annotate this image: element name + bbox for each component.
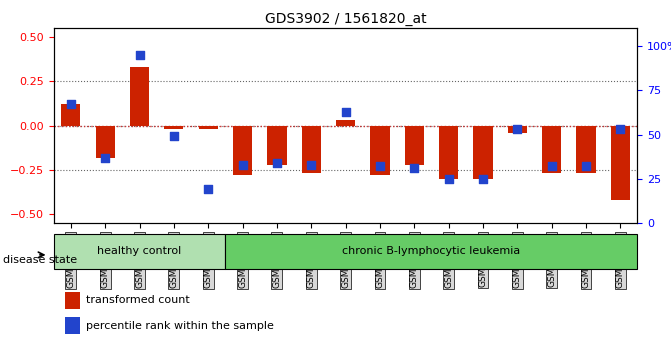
Point bbox=[203, 187, 213, 192]
Point bbox=[546, 164, 557, 169]
Bar bbox=[61, 104, 81, 126]
Bar bbox=[65, 317, 80, 334]
Point bbox=[272, 160, 282, 166]
Point bbox=[409, 165, 419, 171]
Point bbox=[615, 126, 625, 132]
Point bbox=[444, 176, 454, 182]
Bar bbox=[199, 126, 218, 129]
Bar bbox=[95, 126, 115, 158]
Point bbox=[237, 162, 248, 167]
Bar bbox=[473, 126, 493, 179]
Point bbox=[340, 109, 351, 114]
Point bbox=[478, 176, 488, 182]
Bar bbox=[508, 126, 527, 133]
Bar bbox=[439, 126, 458, 179]
Text: disease state: disease state bbox=[3, 255, 77, 265]
Title: GDS3902 / 1561820_at: GDS3902 / 1561820_at bbox=[265, 12, 426, 26]
Bar bbox=[576, 126, 596, 173]
Bar bbox=[611, 126, 630, 200]
Bar bbox=[301, 126, 321, 173]
Bar bbox=[267, 126, 287, 165]
Text: healthy control: healthy control bbox=[97, 246, 182, 256]
Point bbox=[66, 102, 76, 107]
FancyBboxPatch shape bbox=[225, 234, 637, 269]
Point bbox=[306, 162, 317, 167]
Bar bbox=[405, 126, 424, 165]
Bar bbox=[65, 292, 80, 309]
Point bbox=[512, 126, 523, 132]
FancyBboxPatch shape bbox=[54, 234, 225, 269]
Bar bbox=[370, 126, 390, 175]
Point bbox=[580, 164, 591, 169]
Bar bbox=[336, 120, 355, 126]
Point bbox=[374, 164, 385, 169]
Text: percentile rank within the sample: percentile rank within the sample bbox=[86, 321, 274, 331]
Bar bbox=[130, 67, 149, 126]
Bar bbox=[542, 126, 561, 173]
Bar bbox=[164, 126, 183, 129]
Point bbox=[100, 155, 111, 160]
Bar bbox=[233, 126, 252, 175]
Text: transformed count: transformed count bbox=[86, 295, 189, 305]
Point bbox=[168, 133, 179, 139]
Point bbox=[134, 52, 145, 58]
Text: chronic B-lymphocytic leukemia: chronic B-lymphocytic leukemia bbox=[342, 246, 521, 256]
